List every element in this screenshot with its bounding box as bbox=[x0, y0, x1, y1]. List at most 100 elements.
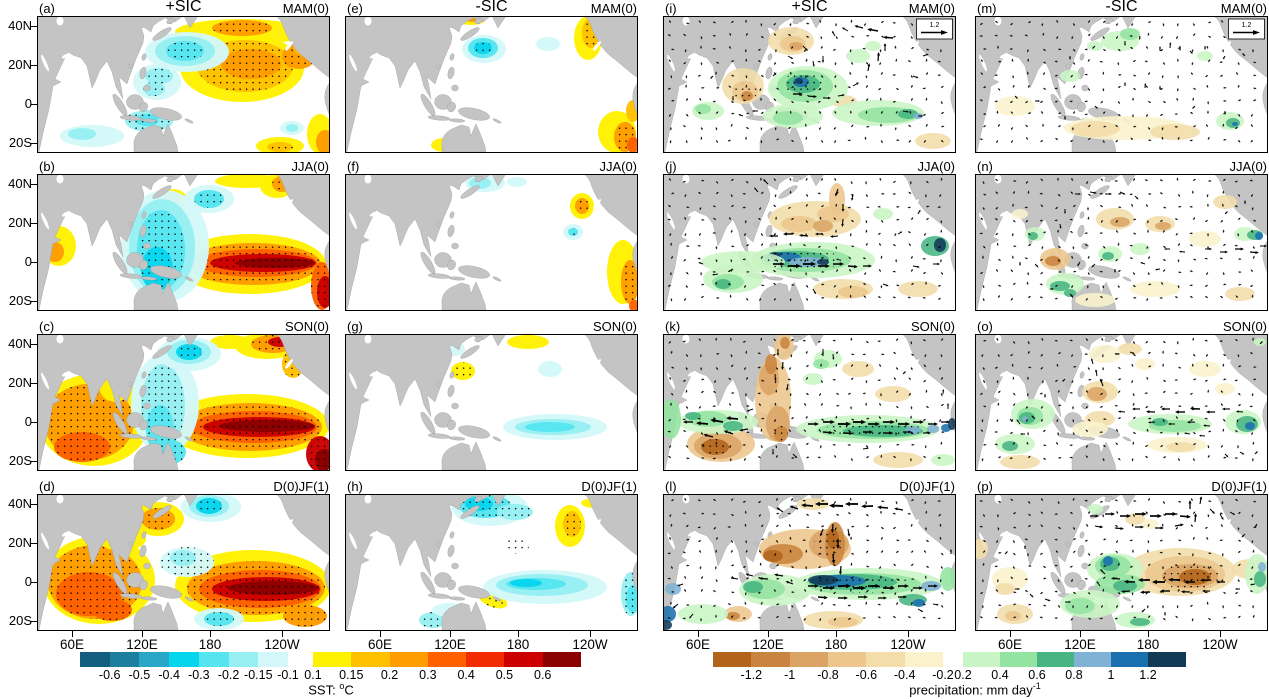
y-tick-mark bbox=[31, 104, 37, 106]
panel-letter: (b) bbox=[39, 159, 55, 174]
panel-g-map bbox=[345, 334, 638, 471]
sst-unit-part: o bbox=[339, 681, 345, 691]
panel-season-label: JJA(0) bbox=[1229, 159, 1267, 174]
precip-colorbar-tick-label: 1.2 bbox=[1139, 668, 1157, 682]
x-tick-mark bbox=[908, 631, 910, 637]
sst-colorbar-segment bbox=[169, 652, 200, 667]
panel-season-label: JJA(0) bbox=[917, 159, 955, 174]
sst-colorbar-tick-label: 0.5 bbox=[495, 668, 514, 682]
precip-colorbar-tick-label: 1 bbox=[1107, 668, 1115, 682]
x-tick-label: 180 bbox=[1136, 637, 1160, 652]
sst-colorbar-segment bbox=[542, 652, 582, 667]
sst-colorbar-segment bbox=[198, 652, 230, 667]
panel-o-header: (o) SON(0) bbox=[975, 318, 1268, 334]
x-tick-mark bbox=[768, 631, 770, 637]
precip-colorbar-segment bbox=[1000, 652, 1038, 667]
x-tick-mark bbox=[698, 631, 700, 637]
x-tick-label: 180 bbox=[506, 637, 530, 652]
panel-m-header: (m) -SIC MAM(0) bbox=[975, 0, 1268, 16]
x-tick-label: 60E bbox=[997, 637, 1023, 652]
sst-colorbar-tick-label: 0.15 bbox=[339, 668, 364, 682]
precip-colorbar-segment bbox=[1148, 652, 1186, 667]
panel-l-map bbox=[663, 494, 956, 631]
precip-colorbar-segment bbox=[866, 652, 906, 667]
panel-season-label: D(0)JF(1) bbox=[581, 479, 637, 494]
sst-colorbar-segment bbox=[109, 652, 140, 667]
panel-letter: (o) bbox=[977, 319, 993, 334]
panel-season-label: SON(0) bbox=[592, 319, 637, 334]
precip-colorbar-tick-label: -0.6 bbox=[855, 668, 878, 682]
panel-e-map bbox=[345, 16, 638, 153]
y-tick-label: 40N bbox=[8, 496, 32, 511]
panel-letter: (l) bbox=[665, 479, 677, 494]
y-tick-mark bbox=[31, 543, 37, 545]
panel-letter: (d) bbox=[39, 479, 55, 494]
x-tick-label: 60E bbox=[685, 637, 711, 652]
vector-reference-box: 1.2 bbox=[1228, 18, 1265, 40]
y-tick-label: 0 bbox=[24, 574, 32, 589]
sst-colorbar-segment bbox=[139, 652, 170, 667]
precip-colorbar-segment bbox=[1111, 652, 1149, 667]
sst-colorbar-segment bbox=[228, 652, 259, 667]
y-tick-label: 20S bbox=[8, 135, 32, 150]
panel-season-label: D(0)JF(1) bbox=[899, 479, 955, 494]
sst-colorbar-tick-label: 0.3 bbox=[419, 668, 437, 682]
panel-letter: (n) bbox=[977, 159, 993, 174]
panel-a-header: (a) +SIC MAM(0) bbox=[37, 0, 330, 16]
x-tick-label: 120E bbox=[1064, 637, 1096, 652]
precip-colorbar-tick-label: -1 bbox=[784, 668, 796, 682]
precip-colorbar-tick-label: -0.4 bbox=[893, 668, 916, 682]
panel-letter: (f) bbox=[347, 159, 360, 174]
precip-unit-part: precipitation: mm day bbox=[909, 682, 1033, 698]
precip-colorbar-tick-label: -1.2 bbox=[740, 668, 763, 682]
sst-colorbar-tick-label: -0.1 bbox=[277, 668, 299, 682]
y-tick-label: 40N bbox=[8, 176, 32, 191]
precip-colorbar-tick-label: 0.6 bbox=[1028, 668, 1046, 682]
x-tick-label: 120E bbox=[126, 637, 158, 652]
panel-forcing-title: +SIC bbox=[165, 0, 202, 15]
y-tick-label: 20S bbox=[8, 293, 32, 308]
precip-colorbar-tick-label: 0.4 bbox=[991, 668, 1009, 682]
panel-d-map bbox=[37, 494, 330, 631]
x-tick-mark bbox=[210, 631, 212, 637]
panel-letter: (m) bbox=[977, 1, 997, 16]
x-tick-mark bbox=[72, 631, 74, 637]
panel-season-label: SON(0) bbox=[284, 319, 329, 334]
y-tick-label: 20N bbox=[8, 375, 32, 390]
sst-colorbar-unit-label: SST: oC bbox=[261, 681, 401, 697]
y-tick-mark bbox=[31, 621, 37, 623]
panel-c-header: (c) SON(0) bbox=[37, 318, 330, 334]
sst-colorbar-segment bbox=[351, 652, 391, 667]
x-tick-mark bbox=[518, 631, 520, 637]
x-tick-label: 120W bbox=[264, 637, 300, 652]
sst-colorbar-tick-label: -0.5 bbox=[128, 668, 151, 682]
y-tick-label: 0 bbox=[24, 96, 32, 111]
panel-c-map bbox=[37, 334, 330, 471]
panel-b-map bbox=[37, 174, 330, 311]
sst-colorbar-segment bbox=[427, 652, 467, 667]
y-tick-mark bbox=[31, 143, 37, 145]
sst-colorbar-tick-label: 0.2 bbox=[380, 668, 399, 682]
sst-colorbar-segment bbox=[80, 652, 111, 667]
y-tick-mark bbox=[31, 383, 37, 385]
panel-letter: (g) bbox=[347, 319, 363, 334]
sst-colorbar-segment bbox=[504, 652, 544, 667]
panel-e-header: (e) -SIC MAM(0) bbox=[345, 0, 638, 16]
y-tick-label: 20N bbox=[8, 215, 32, 230]
sst-unit-part: SST: bbox=[308, 682, 340, 698]
sst-colorbar-tick-label: -0.15 bbox=[244, 668, 273, 682]
panel-i-header: (i) +SIC MAM(0) bbox=[663, 0, 956, 16]
x-tick-mark bbox=[142, 631, 144, 637]
panel-season-label: MAM(0) bbox=[282, 1, 329, 16]
panel-forcing-title: +SIC bbox=[791, 0, 828, 15]
x-tick-label: 120W bbox=[1202, 637, 1238, 652]
precip-colorbar-segment bbox=[828, 652, 867, 667]
precip-colorbar-segment bbox=[713, 652, 752, 667]
panel-k-header: (k) SON(0) bbox=[663, 318, 956, 334]
sst-colorbar-segment bbox=[258, 652, 289, 667]
sst-colorbar-tick-label: 0.6 bbox=[534, 668, 552, 682]
panel-f-map bbox=[345, 174, 638, 311]
sst-colorbar-tick-label: -0.6 bbox=[98, 668, 121, 682]
panel-a-map bbox=[37, 16, 330, 153]
x-tick-mark bbox=[1080, 631, 1082, 637]
